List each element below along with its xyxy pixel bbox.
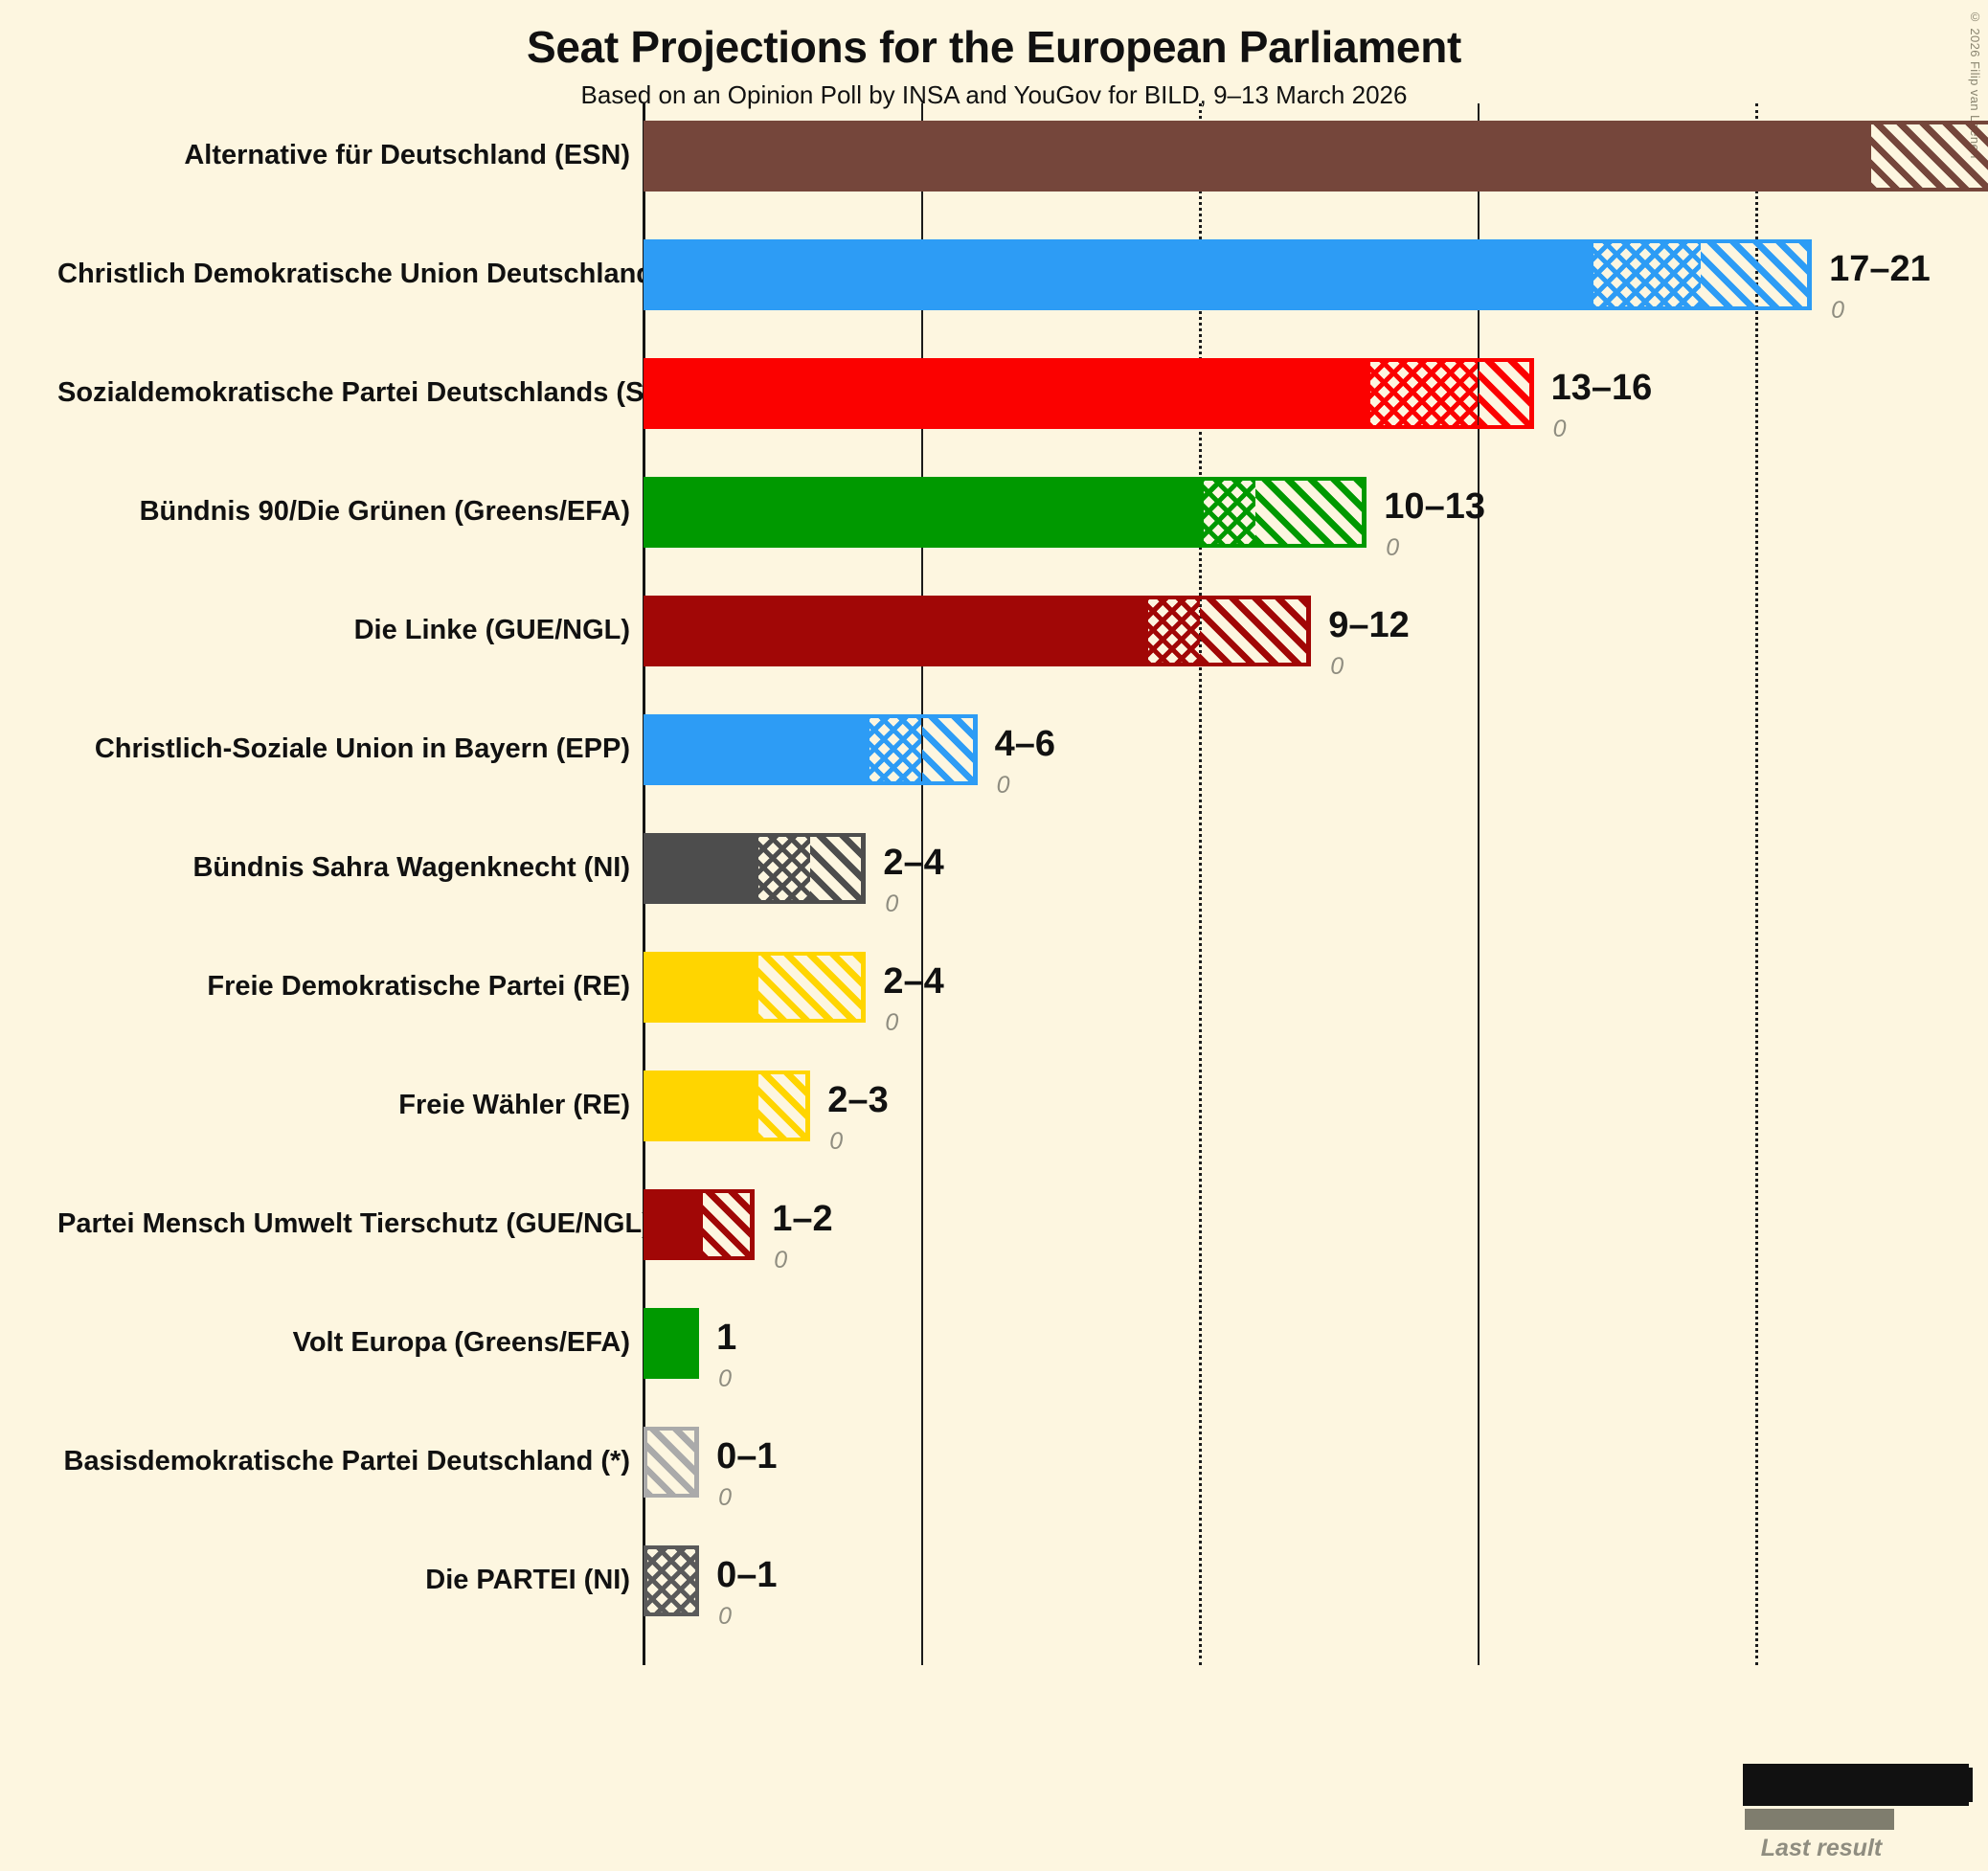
party-label-1: Christlich Demokratische Union Deutschla… xyxy=(57,259,751,289)
party-label-2: Sozialdemokratische Partei Deutschlands … xyxy=(57,377,693,408)
last-result-label-1: 0 xyxy=(1831,297,1844,324)
legend-solid-part xyxy=(1747,1768,1864,1802)
value-label-10: 1 xyxy=(716,1318,737,1358)
bar-4 xyxy=(644,596,1312,666)
bar-solid-segment xyxy=(644,358,1367,429)
value-label-5: 4–6 xyxy=(994,724,1055,764)
bar-interval-frame xyxy=(866,714,978,785)
value-label-12: 0–1 xyxy=(716,1555,778,1595)
bar-interval-frame xyxy=(1367,358,1534,429)
party-label-9: Partei Mensch Umwelt Tierschutz (GUE/NGL… xyxy=(57,1208,651,1239)
last-result-label-11: 0 xyxy=(718,1484,732,1511)
bar-6 xyxy=(644,833,867,904)
value-label-8: 2–3 xyxy=(827,1080,889,1120)
last-result-label-7: 0 xyxy=(885,1009,899,1036)
page-title: Seat Projections for the European Parlia… xyxy=(526,22,1462,72)
bar-0 xyxy=(644,121,1988,192)
bar-interval-frame xyxy=(1867,121,1988,192)
value-label-1: 17–21 xyxy=(1829,249,1931,289)
bar-interval-frame xyxy=(755,1071,811,1141)
party-label-3: Bündnis 90/Die Grünen (Greens/EFA) xyxy=(139,496,630,527)
value-label-11: 0–1 xyxy=(716,1436,778,1477)
legend-last-result-swatch xyxy=(1745,1809,1894,1830)
value-label-6: 2–4 xyxy=(883,843,944,883)
bar-interval-frame xyxy=(1200,477,1367,548)
party-label-5: Christlich-Soziale Union in Bayern (EPP) xyxy=(94,733,630,764)
value-label-9: 1–2 xyxy=(772,1199,833,1239)
bar-5 xyxy=(644,714,978,785)
party-label-8: Freie Wähler (RE) xyxy=(398,1090,630,1120)
last-result-label-6: 0 xyxy=(885,890,899,917)
gridline-10 xyxy=(1199,103,1202,1665)
value-label-2: 13–16 xyxy=(1550,368,1653,408)
bar-solid-segment xyxy=(644,1308,700,1379)
gridline-20 xyxy=(1755,103,1758,1665)
chart-subtitle: Based on an Opinion Poll by INSA and You… xyxy=(580,80,1408,109)
legend-hatch-part xyxy=(1927,1768,1973,1802)
last-result-label-10: 0 xyxy=(718,1365,732,1392)
gridline-5 xyxy=(920,103,923,1665)
bar-solid-segment xyxy=(644,714,867,785)
bar-interval-frame xyxy=(644,1427,700,1498)
bar-crosshatch-segment xyxy=(1143,596,1200,666)
party-label-12: Die PARTEI (NI) xyxy=(425,1565,630,1595)
last-result-label-9: 0 xyxy=(774,1247,788,1274)
last-result-label-12: 0 xyxy=(718,1603,732,1630)
last-result-label-3: 0 xyxy=(1386,534,1400,561)
value-label-7: 2–4 xyxy=(883,961,944,1002)
bar-solid-segment xyxy=(644,596,1144,666)
bar-3 xyxy=(644,477,1367,548)
bar-interval-frame xyxy=(644,1545,700,1616)
party-label-6: Bündnis Sahra Wagenknecht (NI) xyxy=(192,852,630,883)
bar-interval-frame xyxy=(755,952,867,1023)
gridline-15 xyxy=(1477,103,1480,1665)
party-label-0: Alternative für Deutschland (ESN) xyxy=(184,140,630,170)
legend-crosshatch-part xyxy=(1864,1768,1928,1802)
last-result-label-5: 0 xyxy=(996,772,1010,799)
bar-1 xyxy=(644,239,1813,310)
bar-solid-segment xyxy=(644,833,756,904)
bar-solid-segment xyxy=(644,1071,756,1141)
bar-solid-segment xyxy=(644,1189,700,1260)
bar-interval-frame xyxy=(755,833,867,904)
party-label-10: Volt Europa (Greens/EFA) xyxy=(292,1327,630,1358)
legend-last-result-label: Last result xyxy=(1760,1835,1883,1861)
value-label-4: 9–12 xyxy=(1328,605,1410,645)
party-label-11: Basisdemokratische Partei Deutschland (*… xyxy=(63,1446,630,1477)
last-result-label-2: 0 xyxy=(1552,416,1567,442)
legend-swatch xyxy=(1743,1764,1973,1806)
bar-interval-frame xyxy=(1589,239,1813,310)
bar-7 xyxy=(644,952,867,1023)
bar-10 xyxy=(644,1308,700,1379)
party-label-7: Freie Demokratische Partei (RE) xyxy=(207,971,630,1002)
bar-interval-frame xyxy=(699,1189,756,1260)
bar-solid-segment xyxy=(644,239,1590,310)
last-result-label-4: 0 xyxy=(1330,653,1344,680)
bar-solid-segment xyxy=(644,477,1200,548)
bar-interval-frame xyxy=(1143,596,1312,666)
party-label-4: Die Linke (GUE/NGL) xyxy=(353,615,630,645)
bar-solid-segment xyxy=(644,952,756,1023)
last-result-label-8: 0 xyxy=(829,1128,844,1155)
bar-solid-segment xyxy=(644,121,1868,192)
value-label-3: 10–13 xyxy=(1384,486,1485,527)
